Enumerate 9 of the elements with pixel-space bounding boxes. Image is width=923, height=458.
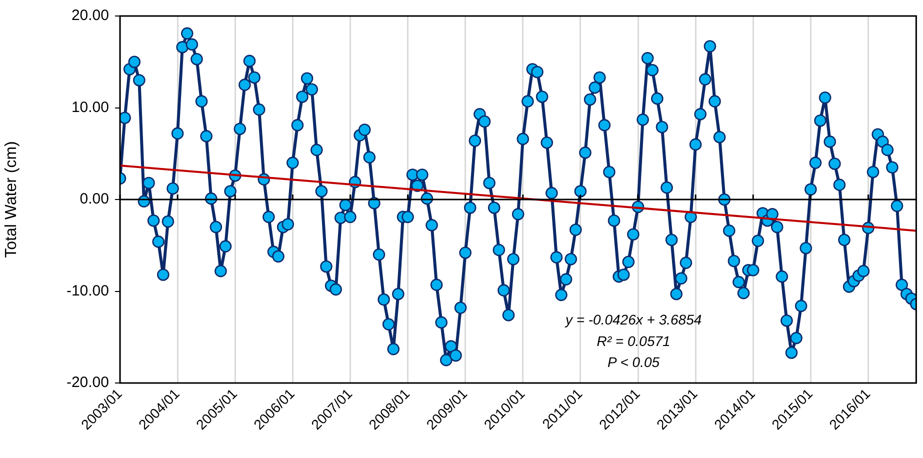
y-tick-label: 0.00 <box>80 190 109 208</box>
annotation: y = -0.0426x + 3.6854 <box>564 312 702 328</box>
y-tick-label: -10.00 <box>66 282 109 300</box>
annotation: R² = 0.0571 <box>596 332 670 349</box>
y-tick-label: 10.00 <box>71 98 109 116</box>
annotation: P < 0.05 <box>608 354 660 370</box>
y-tick-label: -20.00 <box>66 374 109 392</box>
y-axis-title: Total Water (cm) <box>3 141 20 258</box>
y-tick-label: 20.00 <box>71 7 109 24</box>
